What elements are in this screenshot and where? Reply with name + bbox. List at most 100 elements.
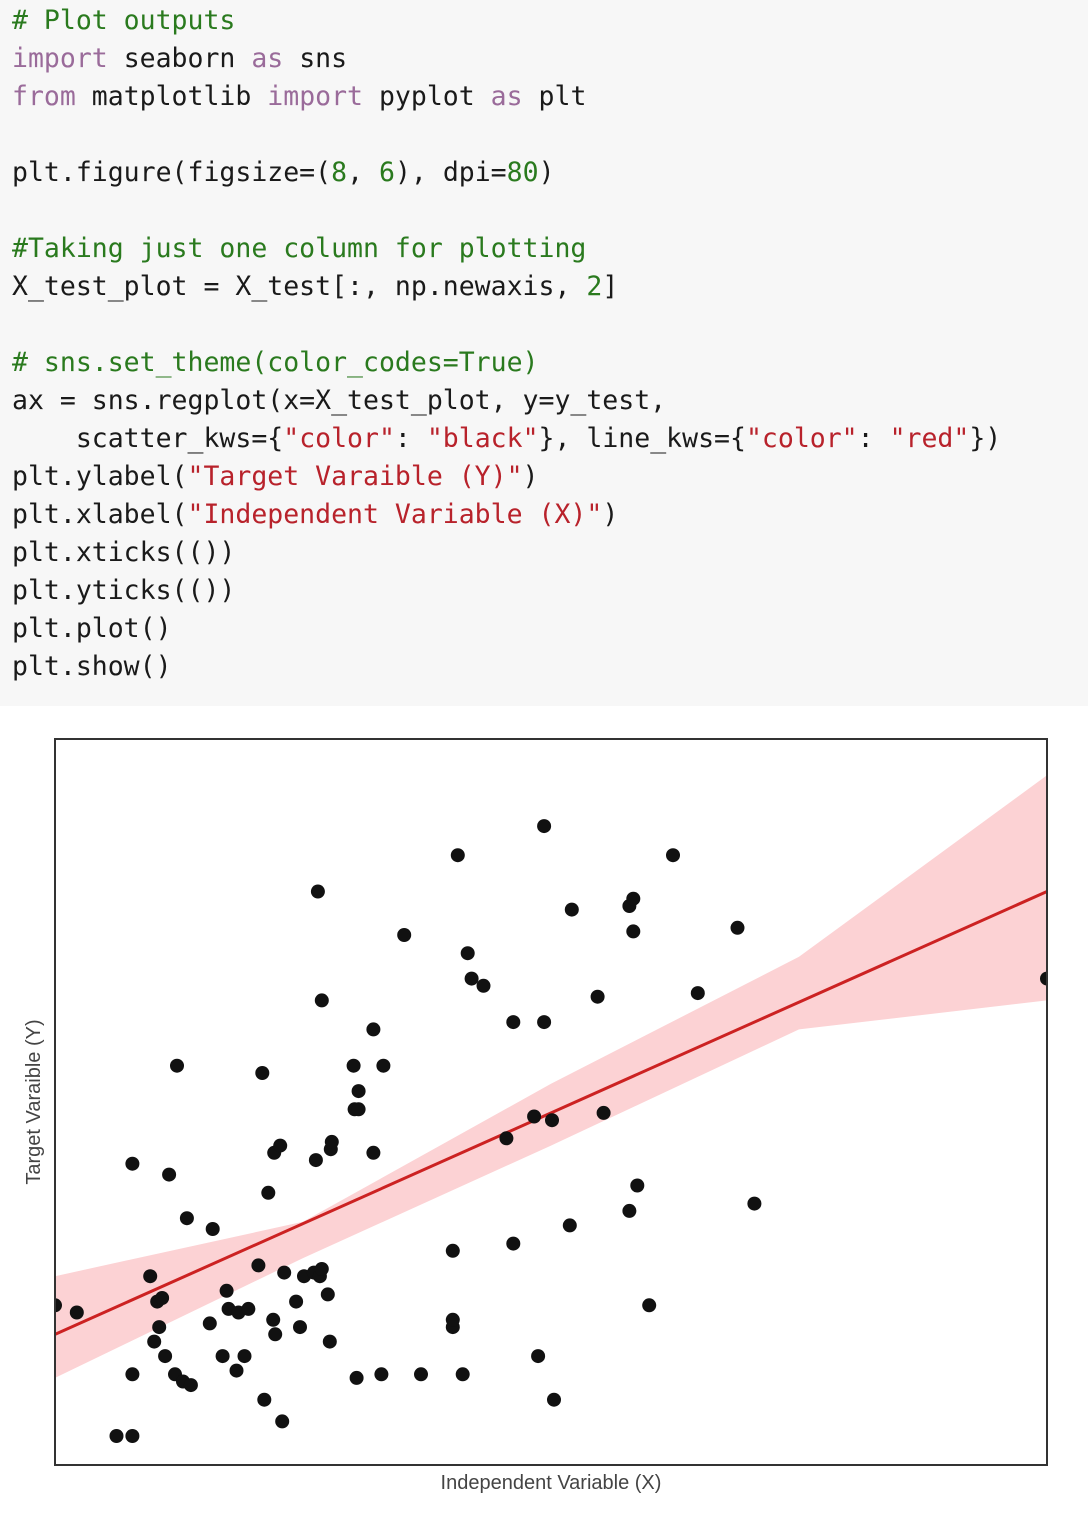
scatter-point [346,1058,361,1073]
code-line: plt.plot() [12,610,1001,648]
scatter-point [747,1196,762,1211]
scatter-point [351,1084,366,1099]
code-token-plain: : [857,423,890,454]
scatter-point [322,1334,337,1349]
scatter-point [314,993,329,1008]
code-line: ax = sns.regplot(x=X_test_plot, y=y_test… [12,382,1001,420]
code-token-comment: #Taking just one column for plotting [12,233,587,264]
code-token-plain: plt.ylabel( [12,461,188,492]
scatter-point [261,1185,276,1200]
scatter-point [219,1283,234,1298]
scatter-point [537,819,552,834]
scatter-point [374,1367,389,1382]
code-token-string: "red" [889,423,970,454]
code-token-plain: ) [538,157,555,188]
scatter-point [109,1429,124,1443]
scatter-point [314,1262,329,1276]
code-token-keyword: as [490,81,523,112]
code-cell[interactable]: # Plot outputs import seaborn as sns from … [0,0,1088,706]
scatter-point [351,1102,366,1117]
code-token-plain: ] [602,271,619,302]
scatter-point [499,1131,514,1146]
code-line: plt.show() [12,648,1001,686]
axes-frame [54,738,1048,1466]
code-line: # Plot outputs [12,2,1001,40]
code-token-plain: , [347,157,379,188]
code-token-plain: ) [602,499,619,530]
scatter-point [366,1145,381,1160]
scatter-point [414,1367,428,1382]
code-line: X_test_plot = X_test[:, np.newaxis, 2] [12,268,1001,306]
scatter-point [730,920,745,935]
scatter-point [147,1334,162,1349]
scatter-point [183,1378,198,1393]
regression-line [54,890,1048,1336]
code-token-plain: ax = sns.regplot(x=X_test_plot, y=y_test… [12,385,667,416]
scatter-point [275,1414,290,1429]
scatter-point [666,848,680,863]
code-token-plain: plt.xlabel( [12,499,188,530]
scatter-point [293,1320,307,1335]
code-token-plain: scatter_kws={ [12,423,284,454]
code-line [12,306,1001,344]
code-line: plt.xticks(()) [12,534,1001,572]
scatter-point [241,1301,256,1316]
code-line: # sns.set_theme(color_codes=True) [12,344,1001,382]
code-token-plain: plt.yticks(()) [12,575,236,606]
code-token-plain: pyplot [363,81,491,112]
scatter-point [155,1291,170,1305]
code-token-keyword: import [267,81,364,112]
code-token-plain: matplotlib [75,81,268,112]
code-line: plt.xlabel("Independent Variable (X)") [12,496,1001,534]
code-line: plt.yticks(()) [12,572,1001,610]
scatter-point [622,1203,637,1218]
code-line: scatter_kws={"color": "black"}, line_kws… [12,420,1001,458]
scatter-point [476,978,491,993]
code-token-keyword: import [12,43,108,74]
scatter-point [366,1022,381,1037]
scatter-point [170,1058,184,1073]
code-editor[interactable]: # Plot outputs import seaborn as sns from … [12,2,1001,686]
scatter-point [237,1349,252,1364]
code-token-number: 8 [331,157,348,188]
scatter-point [152,1320,167,1335]
code-token-string: "Independent Variable (X)" [187,499,603,530]
scatter-point [69,1305,84,1320]
code-token-plain: }) [969,423,1002,454]
code-line [12,116,1001,154]
scatter-point [445,1312,460,1327]
y-axis-label: Target Varaible (Y) [23,1019,45,1184]
confidence-band [55,775,1047,1378]
scatter-point [125,1156,140,1171]
code-line: plt.ylabel("Target Varaible (Y)") [12,458,1001,496]
scatter-point [590,989,605,1004]
scatter-point [349,1370,364,1385]
code-line: from matplotlib import pyplot as plt [12,78,1001,116]
scatter-point [162,1167,177,1182]
code-line: #Taking just one column for plotting [12,230,1001,268]
code-token-number: 6 [378,157,395,188]
scatter-point [268,1327,283,1342]
scatter-point [266,1312,281,1327]
scatter-point [564,902,579,917]
scatter-point [257,1392,272,1407]
regression-chart: Independent Variable (X) Target Varaible… [23,738,1048,1494]
scatter-point [537,1015,552,1030]
scatter-point [202,1316,217,1331]
scatter-point [460,946,475,961]
scatter-point [397,928,412,942]
scatter-point [455,1367,470,1382]
scatter-point [158,1349,173,1364]
code-line [12,192,1001,230]
confidence-band-layer [55,775,1047,1378]
scatter-point [143,1269,158,1284]
code-token-string: "Target Varaible (Y)" [187,461,523,492]
scatter-point [596,1105,611,1120]
code-token-plain: plt.figure(figsize=( [12,157,332,188]
code-token-plain: plt.plot() [12,613,172,644]
scatter-points-layer [55,819,1047,1443]
scatter-point [626,924,641,939]
scatter-point [545,1113,559,1128]
scatter-point [125,1429,140,1443]
code-token-plain: }, line_kws={ [538,423,746,454]
